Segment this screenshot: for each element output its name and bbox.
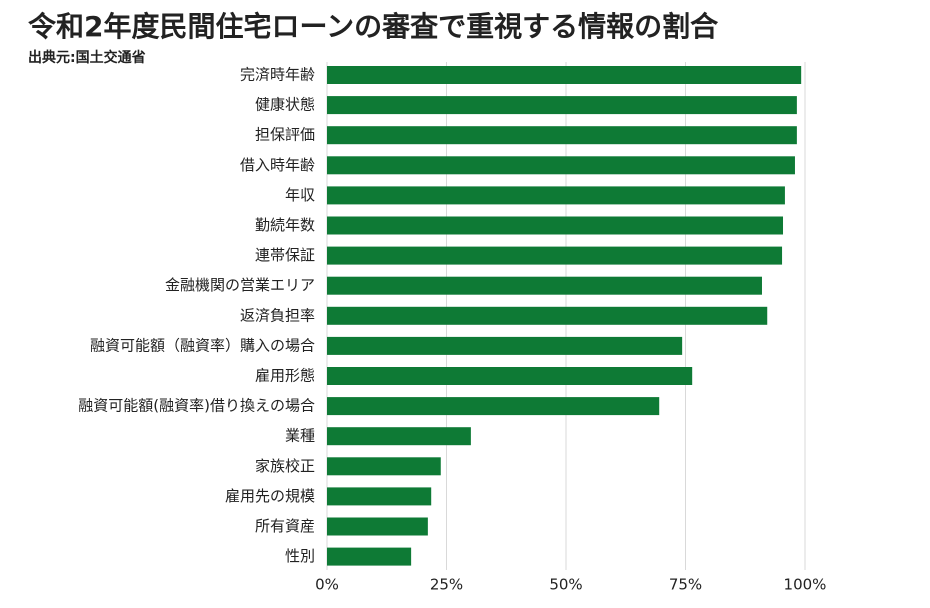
- x-tick-label: 0%: [315, 576, 339, 594]
- y-tick-label: 連帯保証: [255, 246, 315, 264]
- y-tick-label: 借入時年齢: [240, 156, 315, 174]
- bar: [327, 367, 693, 385]
- y-tick-label: 完済時年齢: [240, 66, 315, 84]
- y-tick-label: 健康状態: [255, 96, 315, 114]
- x-tick-label: 75%: [669, 576, 702, 594]
- bar: [327, 126, 797, 145]
- y-tick-label: 所有資産: [255, 517, 315, 535]
- y-tick-label: 返済負担率: [240, 306, 315, 324]
- x-tick-label: 25%: [430, 576, 463, 594]
- bar: [327, 547, 412, 566]
- bar: [327, 457, 441, 476]
- x-tick-label: 100%: [784, 576, 827, 594]
- bar: [327, 96, 797, 115]
- y-tick-label: 業種: [285, 427, 315, 445]
- bar: [327, 517, 428, 536]
- y-tick-label: 金融機関の営業エリア: [165, 276, 315, 294]
- y-tick-label: 家族校正: [255, 457, 315, 475]
- chart-title: 令和2年度民間住宅ローンの審査で重視する情報の割合: [28, 10, 719, 43]
- bar: [327, 397, 660, 416]
- bar: [327, 246, 783, 265]
- bar: [327, 156, 795, 175]
- y-tick-label: 雇用形態: [255, 367, 315, 385]
- y-tick-label: 雇用先の規模: [225, 487, 315, 505]
- bar: [327, 216, 784, 235]
- bar: [327, 336, 683, 355]
- bar: [327, 186, 785, 205]
- y-tick-label: 融資可能額(融資率)借り換えの場合: [78, 397, 315, 415]
- y-tick-label: 年収: [285, 186, 315, 204]
- bar: [327, 66, 802, 84]
- y-tick-label: 担保評価: [255, 126, 315, 144]
- y-tick-label: 性別: [285, 547, 315, 565]
- y-tick-label: 勤続年数: [255, 216, 315, 234]
- x-tick-label: 50%: [549, 576, 582, 594]
- bar: [327, 306, 768, 325]
- bar: [327, 427, 471, 446]
- bar: [327, 487, 432, 506]
- y-tick-label: 融資可能額（融資率）購入の場合: [90, 336, 315, 354]
- source: 出典元:国土交通省: [28, 49, 146, 66]
- bar: [327, 276, 762, 295]
